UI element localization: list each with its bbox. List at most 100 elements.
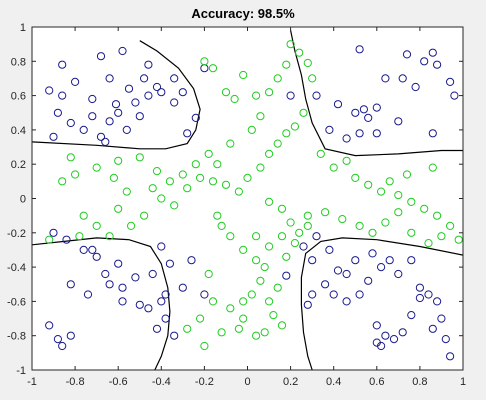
plot-area	[32, 27, 463, 370]
decision-boundary-1	[31, 40, 201, 150]
green-class-point	[338, 215, 347, 224]
green-class-point	[316, 149, 325, 158]
x-tick-label: 1	[460, 376, 466, 388]
blue-class-point	[342, 134, 351, 143]
green-class-point	[204, 269, 213, 279]
blue-class-point	[411, 82, 420, 92]
green-class-point	[295, 228, 304, 237]
blue-class-point	[45, 321, 54, 330]
blue-class-point	[364, 113, 373, 123]
chart-title: Accuracy: 98.5%	[191, 6, 295, 21]
green-class-point	[105, 232, 114, 241]
blue-class-point	[286, 91, 295, 100]
blue-class-point	[407, 256, 416, 265]
blue-class-point	[96, 52, 106, 61]
blue-class-point	[325, 245, 334, 254]
blue-class-point	[131, 98, 140, 107]
blue-class-point	[381, 331, 390, 340]
green-class-point	[114, 204, 123, 213]
green-class-point	[265, 242, 274, 251]
green-class-point	[407, 197, 416, 206]
green-class-point	[170, 201, 179, 210]
green-class-point	[234, 187, 243, 196]
blue-class-point	[355, 129, 364, 138]
green-class-point	[433, 211, 442, 220]
blue-class-point	[161, 314, 170, 323]
blue-class-point	[53, 108, 63, 117]
blue-class-point	[152, 82, 162, 92]
green-class-point	[239, 245, 248, 254]
blue-class-point	[79, 245, 88, 254]
blue-class-point	[140, 74, 149, 83]
blue-class-point	[312, 91, 321, 100]
blue-class-point	[441, 335, 450, 344]
green-class-point	[265, 197, 274, 206]
green-class-point	[183, 184, 192, 193]
green-class-point	[260, 328, 269, 337]
blue-class-point	[415, 293, 424, 303]
green-class-point	[273, 139, 282, 148]
blue-class-point	[308, 256, 317, 265]
green-class-point	[92, 221, 101, 230]
green-class-point	[364, 180, 373, 189]
decision-boundary-2	[290, 30, 463, 157]
y-axis: -1 -0.8 -0.6 -0.4 -0.2 0 0.2 0.4 0.6 0.8 1	[7, 22, 463, 377]
blue-class-point	[49, 228, 58, 237]
green-class-point	[127, 221, 136, 230]
green-class-point	[329, 163, 338, 172]
green-class-point	[273, 283, 282, 292]
green-class-point	[221, 88, 231, 97]
blue-class-point	[359, 105, 368, 114]
y-tick-label: 0.4	[11, 125, 26, 137]
blue-class-point	[101, 269, 110, 279]
green-class-point	[122, 187, 131, 196]
green-class-point	[157, 194, 166, 203]
green-class-point	[381, 218, 390, 227]
blue-class-point	[157, 242, 166, 251]
x-tick-label: -0.6	[109, 376, 128, 388]
blue-class-point	[377, 263, 386, 272]
green-class-point	[247, 290, 256, 299]
blue-class-point	[333, 100, 343, 109]
decision-boundary-3	[31, 237, 171, 371]
blue-class-point	[135, 112, 144, 121]
blue-class-point	[372, 103, 381, 112]
blue-class-point	[183, 129, 192, 138]
x-tick-label: 0.8	[412, 376, 427, 388]
green-class-point	[75, 232, 84, 241]
green-class-point	[290, 239, 299, 248]
green-class-point	[303, 211, 312, 220]
green-class-point	[217, 328, 226, 337]
green-class-point	[303, 58, 312, 68]
green-class-point	[286, 40, 295, 49]
blue-class-point	[58, 91, 67, 100]
green-class-point	[424, 239, 433, 248]
blue-class-point	[394, 117, 403, 126]
blue-class-point	[428, 129, 437, 138]
blue-class-point	[165, 259, 174, 268]
green-class-point	[290, 122, 299, 131]
green-class-point	[58, 177, 67, 186]
green-class-point	[217, 221, 226, 230]
blue-class-point	[144, 304, 153, 313]
blue-class-point	[124, 84, 134, 93]
y-tick-label: 0.2	[11, 159, 26, 171]
green-class-point	[243, 173, 252, 182]
blue-class-point	[446, 77, 455, 87]
blue-class-point	[187, 256, 196, 265]
green-class-point	[204, 149, 213, 158]
blue-class-point	[355, 45, 364, 54]
green-class-point	[213, 160, 222, 169]
blue-class-point	[321, 280, 330, 289]
green-class-point	[256, 163, 265, 172]
green-class-point	[79, 211, 88, 220]
blue-class-point	[415, 283, 424, 292]
blue-class-point	[420, 57, 429, 66]
green-class-point	[239, 297, 248, 306]
green-class-point	[368, 228, 377, 237]
green-class-point	[265, 297, 274, 306]
blue-class-point	[118, 297, 127, 306]
blue-class-point	[161, 290, 170, 299]
blue-class-point	[424, 290, 433, 299]
green-class-point	[282, 252, 291, 261]
